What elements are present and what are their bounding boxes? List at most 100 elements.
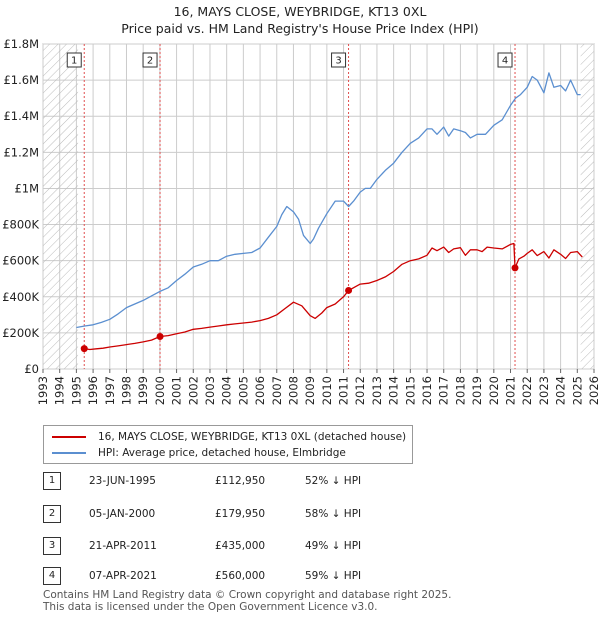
legend-label-hpi: HPI: Average price, detached house, Elmb… xyxy=(98,447,346,459)
y-tick-label: £400K xyxy=(2,290,39,304)
x-tick-label: 2018 xyxy=(453,376,467,405)
x-tick-label: 2000 xyxy=(153,376,167,405)
plot-frame xyxy=(42,43,595,370)
x-tick-label: 2009 xyxy=(303,376,317,405)
legend: 16, MAYS CLOSE, WEYBRIDGE, KT13 0XL (det… xyxy=(43,425,413,464)
chart-subtitle: Price paid vs. HM Land Registry's House … xyxy=(121,21,479,36)
x-tick-label: 2017 xyxy=(437,376,451,405)
x-tick-label: 1995 xyxy=(69,376,83,405)
x-tick-label: 2004 xyxy=(220,376,234,405)
x-tick-label: 2025 xyxy=(570,376,584,405)
y-tick-label: £1.8M xyxy=(3,37,39,51)
sale-row: 3 21-APR-2011 £435,000 49% ↓ HPI xyxy=(43,537,443,557)
x-tick-label: 2014 xyxy=(387,376,401,405)
x-tick-label: 1996 xyxy=(86,376,100,405)
x-axis-ticks: 1993 1994 1995 1996 1997 1998 1999 2000 2001 2002… xyxy=(36,369,600,405)
sale-price: £179,950 xyxy=(215,508,266,520)
x-tick-label: 2022 xyxy=(520,376,534,405)
x-tick-label: 2016 xyxy=(420,376,434,405)
x-tick-label: 2003 xyxy=(203,376,217,405)
sale-date: 07-APR-2021 xyxy=(89,570,157,582)
sale-date: 21-APR-2011 xyxy=(89,540,157,552)
sale-number-badge: 2 xyxy=(43,505,61,523)
series-line-hpi xyxy=(76,72,581,329)
x-tick-label: 2021 xyxy=(504,376,518,405)
sale-price: £560,000 xyxy=(215,570,266,582)
y-tick-label: £600K xyxy=(2,254,39,268)
x-tick-label: 2015 xyxy=(403,376,417,405)
sale-row: 1 23-JUN-1995 £112,950 52% ↓ HPI xyxy=(43,472,443,492)
series-line-property xyxy=(84,242,583,351)
x-tick-label: 2002 xyxy=(186,376,200,405)
y-axis-ticks: £0 £200K £400K £600K £800K £1M £1.2M £1.4M £1.6M… xyxy=(2,37,39,376)
x-tick-label: 1998 xyxy=(119,376,133,405)
y-tick-label: £200K xyxy=(2,326,39,340)
sale-number-boxes: 1 2 3 4 xyxy=(66,52,513,68)
sale-point xyxy=(345,286,353,294)
x-tick-label: 2006 xyxy=(253,376,267,405)
y-tick-label: £800K xyxy=(2,218,39,232)
sale-box xyxy=(331,52,347,68)
x-tick-label: 2010 xyxy=(320,376,334,405)
y-tick-label: £1.6M xyxy=(3,73,39,87)
sale-number-badge: 4 xyxy=(43,567,61,585)
x-tick-label: 2023 xyxy=(537,376,551,405)
x-tick-label: 1997 xyxy=(103,376,117,405)
y-tick-label: £1.4M xyxy=(3,109,39,123)
footer-line-1: Contains HM Land Registry data © Crown c… xyxy=(43,589,452,601)
sale-row: 2 05-JAN-2000 £179,950 58% ↓ HPI xyxy=(43,505,443,525)
sale-date: 23-JUN-1995 xyxy=(89,475,156,487)
y-tick-label: £0 xyxy=(24,362,39,376)
sale-box-label: 4 xyxy=(502,56,508,67)
x-tick-label: 2026 xyxy=(587,376,600,405)
x-tick-label: 2001 xyxy=(170,376,184,405)
x-tick-label: 2008 xyxy=(286,376,300,405)
sale-box-label: 1 xyxy=(71,56,77,67)
sale-hpi-diff: 49% ↓ HPI xyxy=(305,540,362,552)
sale-hpi-diff: 52% ↓ HPI xyxy=(305,475,362,487)
sale-box xyxy=(142,52,158,68)
footer-line-2: This data is licensed under the Open Gov… xyxy=(43,601,378,613)
hatched-region xyxy=(43,44,79,369)
sale-point xyxy=(511,264,519,272)
legend-item-hpi: HPI: Average price, detached house, Elmb… xyxy=(52,445,346,461)
footer: Contains HM Land Registry data © Crown c… xyxy=(43,589,451,613)
sale-markers xyxy=(80,264,519,353)
hatched-regions xyxy=(43,44,594,369)
series-lines xyxy=(76,72,583,351)
sale-hpi-diff: 58% ↓ HPI xyxy=(305,508,362,520)
plot-area xyxy=(42,43,595,370)
sale-box-label: 3 xyxy=(335,56,341,67)
sale-hpi-diff: 59% ↓ HPI xyxy=(305,570,362,582)
sale-price: £112,950 xyxy=(215,475,266,487)
sale-date: 05-JAN-2000 xyxy=(89,508,156,520)
sale-point xyxy=(156,333,164,341)
x-tick-label: 2024 xyxy=(554,376,568,405)
x-tick-label: 2012 xyxy=(353,376,367,405)
hatched-region xyxy=(580,44,594,369)
sale-row: 4 07-APR-2021 £560,000 59% ↓ HPI xyxy=(43,567,443,587)
x-tick-label: 2020 xyxy=(487,376,501,405)
sale-box xyxy=(66,52,82,68)
legend-item-property: 16, MAYS CLOSE, WEYBRIDGE, KT13 0XL (det… xyxy=(52,429,406,445)
x-tick-label: 2013 xyxy=(370,376,384,405)
legend-swatch-blue xyxy=(52,452,86,454)
x-tick-label: 2005 xyxy=(236,376,250,405)
sale-number-badge: 3 xyxy=(43,537,61,555)
x-tick-label: 1993 xyxy=(36,376,50,405)
y-tick-label: £1M xyxy=(14,181,39,195)
y-tick-label: £1.2M xyxy=(3,145,39,159)
x-tick-label: 2007 xyxy=(270,376,284,405)
legend-label-property: 16, MAYS CLOSE, WEYBRIDGE, KT13 0XL (det… xyxy=(98,431,407,443)
sale-number-badge: 1 xyxy=(43,472,61,490)
x-tick-label: 1999 xyxy=(136,376,150,405)
legend-swatch-red xyxy=(52,436,86,438)
chart-title: 16, MAYS CLOSE, WEYBRIDGE, KT13 0XL xyxy=(173,4,427,19)
price-chart: 1 2 3 4 £0 £200K £400K £600K £800K £1M £1.2M £1.4M… xyxy=(2,37,600,405)
sale-point xyxy=(80,345,88,353)
x-tick-label: 2011 xyxy=(337,376,351,405)
x-tick-label: 1994 xyxy=(53,376,67,405)
sale-box xyxy=(497,52,513,68)
sale-price: £435,000 xyxy=(215,540,266,552)
x-tick-label: 2019 xyxy=(470,376,484,405)
